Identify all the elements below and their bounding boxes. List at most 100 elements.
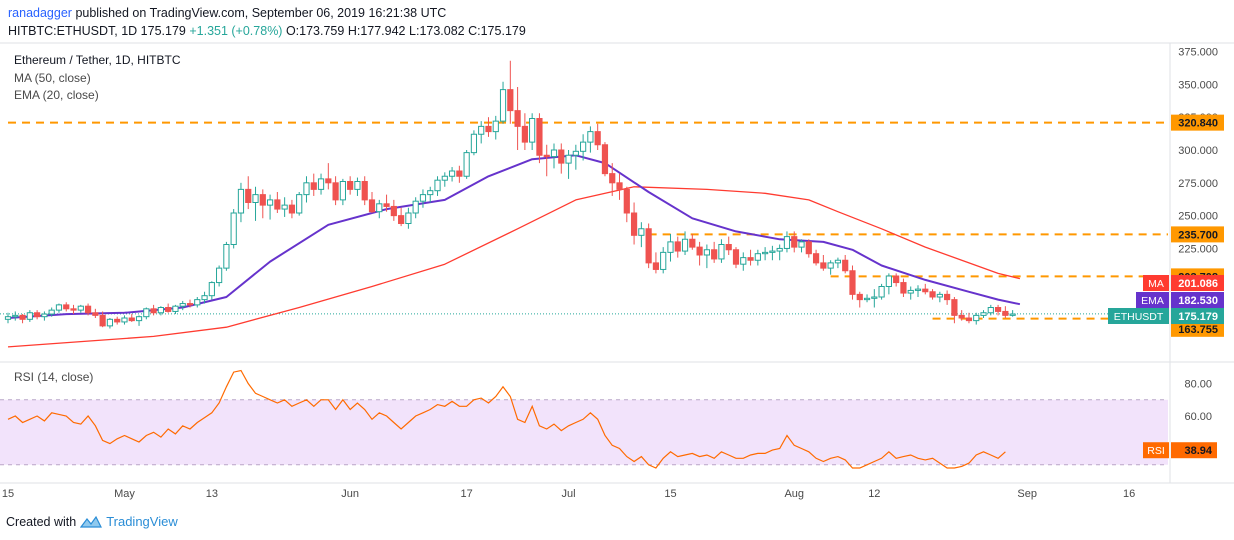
candle-body [776, 247, 783, 252]
time-tick-label: Jun [341, 488, 359, 500]
candle-up [667, 234, 674, 262]
candle-body [448, 170, 456, 177]
price-tag-ethusdt-name: ETHUSDT [1114, 311, 1164, 323]
candle-up [470, 130, 478, 156]
legend-ema[interactable]: EMA (20, close) [14, 88, 99, 102]
candle-body [550, 149, 558, 158]
candle-body [601, 144, 609, 175]
candle-body [237, 188, 245, 214]
candle-body [674, 241, 681, 252]
candle-up [550, 143, 558, 169]
candle-up [827, 260, 834, 275]
candle-down [630, 202, 638, 245]
price-tag-ema-bg [1171, 292, 1224, 308]
candle-body [958, 314, 965, 319]
candle-body [55, 304, 63, 311]
candle-body [492, 120, 499, 133]
candle-down [674, 236, 681, 258]
candle-up [354, 177, 361, 196]
candle-body [485, 125, 492, 133]
candle-body [419, 194, 427, 202]
candle-down [514, 87, 521, 150]
candle-down [856, 291, 863, 308]
candle-body [172, 305, 179, 312]
candle-body [106, 318, 114, 327]
candle-body [34, 312, 41, 318]
candle-up [776, 244, 783, 261]
candle-up [638, 222, 645, 248]
candle-down [485, 117, 492, 137]
candle-down [645, 223, 652, 269]
candle-body [135, 316, 143, 322]
candle-up [427, 186, 434, 203]
candle-down [893, 273, 900, 287]
candle-body [376, 203, 383, 213]
candle-down [543, 144, 550, 177]
candle-up [237, 182, 245, 223]
candle-body [470, 133, 478, 154]
candle-body [863, 297, 871, 301]
candle-body [427, 190, 434, 196]
candle-up [106, 318, 114, 329]
rsi-line [7, 369, 1006, 469]
candle-body [281, 204, 288, 210]
candle-up [871, 289, 878, 308]
candle-body [514, 110, 521, 127]
candle-up [303, 176, 310, 203]
candle-down [186, 299, 194, 308]
chart-svg[interactable]: 375.000350.000325.000300.000275.000250.0… [0, 0, 1234, 512]
level-price-tag: 235.700 [1171, 226, 1224, 243]
candle-body [390, 205, 397, 217]
candle-body [63, 304, 70, 310]
candle-body [987, 307, 994, 314]
candle-up [405, 207, 412, 229]
candle-down [994, 304, 1002, 316]
rsi-tag-value: 38.94 [1184, 445, 1212, 457]
candle-body [623, 188, 630, 214]
candle-up [12, 311, 19, 321]
candle-up [317, 173, 325, 195]
open-label: O: [285, 24, 300, 38]
candle-body [973, 314, 980, 322]
candle-up [783, 231, 791, 253]
candle-body [834, 259, 842, 264]
candle-body [660, 251, 667, 270]
time-tick-label: 12 [868, 488, 880, 500]
symbol-name[interactable]: HITBTC:ETHUSDT, 1D [8, 24, 138, 38]
candle-body [84, 305, 92, 314]
candle-down [99, 311, 106, 328]
level-tag-bg [1171, 114, 1224, 131]
candle-body [434, 179, 441, 192]
symbol-info-line: HITBTC:ETHUSDT, 1D 175.179 +1.351 (+0.78… [8, 24, 526, 38]
candle-body [412, 200, 419, 214]
candle-body [507, 89, 514, 112]
candle-down [594, 123, 601, 150]
candle-body [252, 194, 259, 203]
candle-up [565, 150, 572, 179]
candle-body [812, 253, 820, 264]
candle-down [616, 173, 623, 200]
candle-down [92, 308, 99, 318]
rsi-band-group [0, 399, 1168, 466]
candle-down [310, 173, 317, 196]
legend-rsi[interactable]: RSI (14, close) [14, 370, 93, 384]
legend-ma[interactable]: MA (50, close) [14, 71, 91, 85]
price-tag-ethusdt-name-bg [1108, 308, 1169, 324]
candle-body [317, 178, 325, 190]
candle-body [994, 307, 1002, 312]
tradingview-brand[interactable]: TradingView [106, 514, 178, 529]
candle-down [951, 297, 958, 324]
candle-body [128, 317, 135, 322]
author-link[interactable]: ranadagger [8, 6, 72, 20]
candle-up [281, 197, 288, 217]
candle-down [521, 113, 528, 150]
rsi-tick-label: 80.00 [1184, 379, 1212, 391]
price-tag-ethusdt: 175.179 ETHUSDT [1108, 308, 1224, 324]
candle-down [812, 249, 820, 266]
candle-body [383, 203, 390, 207]
candle-down [259, 189, 266, 219]
candle-down [965, 312, 973, 324]
candle-body [936, 293, 943, 298]
candle-up [419, 189, 427, 208]
level-tag-bg [1171, 226, 1224, 243]
